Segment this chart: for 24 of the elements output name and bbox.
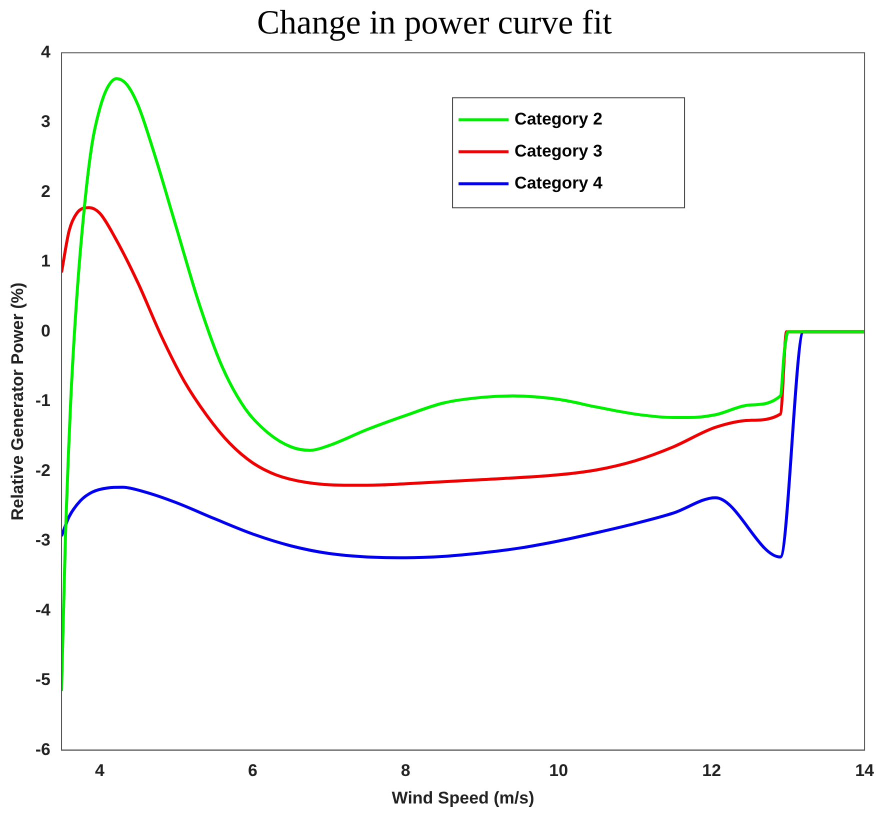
line-series [62, 77, 865, 692]
y-tick-label: 3 [41, 112, 51, 132]
y-tick-label: -3 [35, 530, 51, 550]
x-tick-label: 6 [248, 761, 258, 780]
x-tick-label: 14 [855, 761, 875, 780]
y-tick-label: 4 [41, 42, 52, 62]
x-tick-label: 4 [95, 761, 106, 780]
y-tick-label: -4 [35, 600, 52, 620]
y-tick-label: 1 [41, 252, 51, 271]
y-axis-title: Relative Generator Power (%) [8, 282, 27, 521]
legend-label: Category 3 [514, 141, 602, 160]
x-axis-title: Wind Speed (m/s) [392, 788, 534, 808]
legend-label: Category 4 [514, 173, 603, 192]
y-tick-label: -5 [35, 670, 51, 690]
x-tick-label: 12 [702, 761, 722, 780]
x-tick-label: 8 [400, 761, 410, 780]
y-tick-label: -6 [35, 740, 51, 759]
y-tick-label: 0 [41, 321, 51, 340]
legend-label: Category 2 [514, 109, 602, 128]
x-tick-label: 10 [549, 761, 568, 780]
y-tick-label: -2 [35, 460, 51, 480]
chart-title: Change in power curve fit [257, 4, 613, 42]
y-tick-label: 2 [41, 182, 51, 201]
y-tick-label: -1 [35, 391, 51, 410]
